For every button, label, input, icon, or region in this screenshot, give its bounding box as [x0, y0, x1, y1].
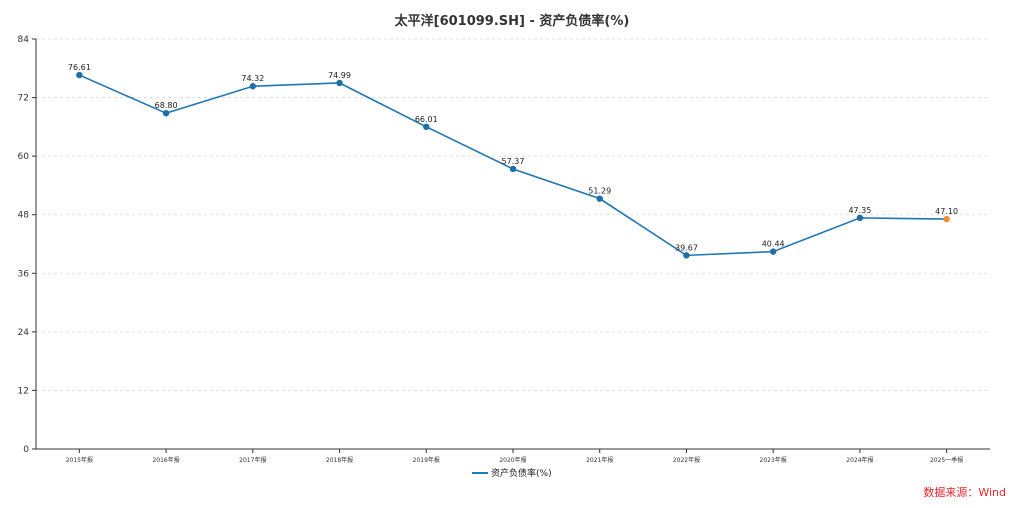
chart-title: 太平洋[601099.SH] - 资产负债率(%): [394, 14, 630, 29]
x-tick-label: 2015年报: [66, 456, 93, 464]
y-tick-label: 0: [23, 445, 29, 455]
data-point[interactable]: [249, 83, 257, 90]
data-point[interactable]: [423, 123, 430, 131]
x-tick-label: 2022年报: [673, 456, 700, 464]
x-tick-label: 2016年报: [152, 456, 179, 464]
data-point[interactable]: [856, 214, 864, 222]
data-label: 47.10: [935, 207, 958, 216]
data-label: 66.01: [415, 115, 438, 124]
y-tick-label: 12: [18, 386, 29, 396]
x-tick-label: 2025一季报: [930, 456, 963, 464]
data-point[interactable]: [596, 195, 603, 202]
y-axis-ticks: 0 12 24 36 48 60 72 84: [18, 35, 36, 455]
data-markers: [76, 71, 950, 259]
data-label: 74.99: [328, 71, 351, 80]
y-tick-label: 24: [18, 328, 30, 338]
y-tick-label: 36: [18, 269, 30, 279]
data-point[interactable]: [943, 215, 950, 223]
x-tick-label: 2017年报: [239, 456, 266, 464]
data-label: 47.35: [848, 206, 871, 215]
x-tick-label: 2020年报: [499, 456, 526, 464]
x-tick-label: 2019年报: [413, 456, 440, 464]
y-tick-label: 60: [18, 152, 30, 162]
source-note: 数据来源：Wind: [923, 486, 1006, 499]
y-tick-label: 84: [18, 35, 30, 45]
data-point[interactable]: [336, 79, 343, 87]
data-point[interactable]: [162, 109, 170, 117]
data-point[interactable]: [509, 165, 517, 173]
data-point[interactable]: [76, 71, 83, 79]
gridlines: [36, 38, 990, 391]
axes: [35, 39, 990, 450]
x-tick-label: 2018年报: [326, 456, 353, 464]
x-axis-ticks: 2015年报 2016年报 2017年报 2018年报 2019年报 2020年报 2021…: [66, 449, 963, 464]
data-label: 39.67: [675, 243, 698, 252]
x-tick-label: 2021年报: [586, 456, 613, 464]
data-label: 76.61: [68, 63, 91, 72]
data-labels: 76.61 68.80 74.32 74.99 66.01 57.37 51.29 39.67…: [68, 63, 958, 252]
data-point[interactable]: [683, 252, 690, 259]
data-label: 40.44: [762, 240, 785, 249]
data-label: 68.80: [155, 101, 178, 110]
x-tick-label: 2024年报: [846, 456, 873, 464]
legend-label: 资产负债率(%): [491, 467, 552, 479]
y-tick-label: 72: [18, 94, 29, 104]
data-label: 51.29: [588, 187, 611, 196]
data-label: 74.32: [241, 74, 264, 83]
data-point[interactable]: [769, 248, 777, 255]
data-label: 57.37: [502, 157, 525, 166]
x-tick-label: 2023年报: [760, 456, 787, 464]
legend[interactable]: 资产负债率(%): [472, 467, 552, 479]
y-tick-label: 48: [18, 211, 30, 221]
